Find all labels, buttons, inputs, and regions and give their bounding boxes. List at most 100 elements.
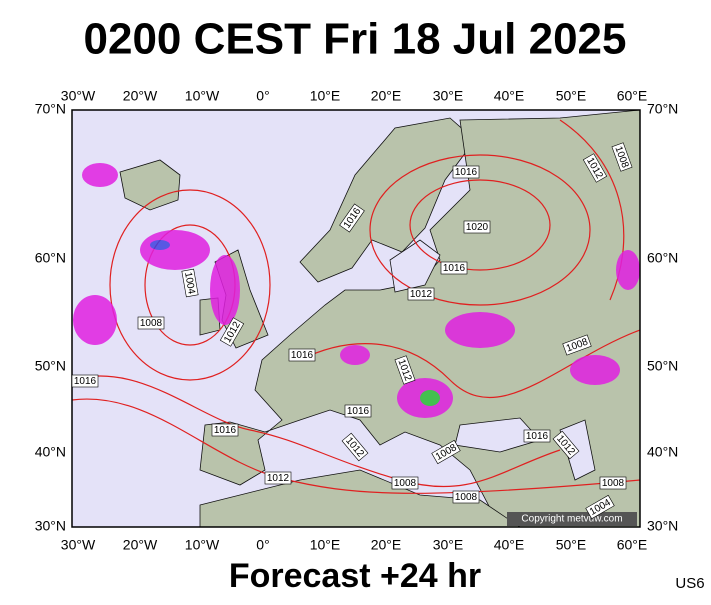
land bbox=[119, 110, 640, 527]
isobar-label-box bbox=[552, 430, 580, 460]
precipitation bbox=[73, 163, 640, 418]
lat-label: 60°N bbox=[647, 250, 678, 266]
isobar-label: 1020 bbox=[463, 220, 491, 234]
baltic-sea bbox=[389, 239, 441, 293]
lat-label: 40°N bbox=[35, 444, 66, 460]
isobar-label-box bbox=[71, 374, 99, 388]
isobar-label: 1008 bbox=[137, 316, 165, 330]
copyright: Copyright metvuw.com bbox=[521, 514, 622, 525]
lon-label: 30°W bbox=[61, 537, 96, 553]
isobar-label: 1012 bbox=[407, 287, 435, 301]
lat-label: 30°N bbox=[35, 518, 66, 534]
map-area bbox=[72, 110, 640, 527]
isobar-label-box bbox=[394, 355, 416, 385]
lon-label: 10°W bbox=[185, 88, 220, 104]
lat-label: 40°N bbox=[647, 444, 678, 460]
frame bbox=[71, 109, 641, 528]
isobar-label: 1004 bbox=[181, 268, 199, 298]
title: 0200 CEST Fri 18 Jul 2025 bbox=[84, 15, 627, 64]
isobar-label-text: 1016 bbox=[455, 167, 478, 178]
isobar-label: 1016 bbox=[211, 423, 239, 437]
isobar-label-box bbox=[585, 494, 615, 520]
isobar-label-box bbox=[562, 334, 592, 356]
isobar-label: 1008 bbox=[391, 476, 419, 490]
isobar-label-text: 1012 bbox=[267, 473, 290, 484]
lon-label: 20°E bbox=[371, 537, 402, 553]
lon-label: 30°W bbox=[61, 88, 96, 104]
isobar bbox=[369, 154, 591, 306]
continent bbox=[199, 110, 640, 527]
code-label: US6 bbox=[675, 575, 704, 592]
isobar bbox=[72, 375, 561, 488]
isobar-label-box bbox=[339, 203, 365, 233]
isobar-label-box bbox=[344, 404, 372, 418]
isobar-label-text: 1020 bbox=[466, 222, 489, 233]
isobar bbox=[109, 189, 271, 381]
isobar-label-box bbox=[452, 165, 480, 179]
isobar-label-box bbox=[523, 429, 551, 443]
lon-label: 10°E bbox=[310, 537, 341, 553]
isobar-label: 1016 bbox=[440, 261, 468, 275]
isobar-label-text: 1012 bbox=[410, 289, 433, 300]
lon-label: 10°E bbox=[310, 88, 341, 104]
rain bbox=[445, 312, 515, 348]
isobar-label-text: 1008 bbox=[455, 492, 478, 503]
lon-label: 30°E bbox=[433, 537, 464, 553]
lon-label: 60°E bbox=[617, 88, 648, 104]
isobar-label-text: 1016 bbox=[443, 263, 466, 274]
isobar-label-box bbox=[181, 268, 199, 298]
isobar-label: 1016 bbox=[71, 374, 99, 388]
lat-label: 70°N bbox=[35, 101, 66, 117]
lon-label: 20°W bbox=[123, 537, 158, 553]
africa bbox=[199, 469, 521, 527]
scandinavia bbox=[299, 117, 476, 283]
isobar-label-text: 1016 bbox=[74, 376, 97, 387]
isobar-label-box bbox=[440, 261, 468, 275]
isobar-label-text: 1008 bbox=[140, 318, 163, 329]
isobar-label-box bbox=[407, 287, 435, 301]
isobar-label-box bbox=[463, 220, 491, 234]
lat-label: 30°N bbox=[647, 518, 678, 534]
forecast-label: Forecast +24 hr bbox=[229, 557, 481, 595]
isobar-label-box bbox=[288, 348, 316, 362]
lon-label: 40°E bbox=[494, 88, 525, 104]
rain bbox=[616, 250, 640, 290]
isobar-label-box bbox=[582, 153, 608, 183]
lon-label: 60°E bbox=[617, 537, 648, 553]
rain bbox=[140, 230, 210, 270]
copyright-box bbox=[507, 512, 637, 526]
isobar-label: 1008 bbox=[452, 490, 480, 504]
isobar-label-text: 1004 bbox=[182, 271, 197, 295]
lon-label: 0° bbox=[256, 88, 269, 104]
isobar-label-text: 1008 bbox=[394, 478, 417, 489]
isobar-label-box bbox=[137, 316, 165, 330]
isobar-label-box bbox=[431, 439, 461, 465]
isobar-label-box bbox=[219, 317, 245, 347]
lon-label: 20°W bbox=[123, 88, 158, 104]
isobar-label-box bbox=[264, 471, 292, 485]
isobar-label: 1008 bbox=[599, 476, 627, 490]
inland-seas bbox=[389, 239, 596, 481]
isobar-label-box bbox=[599, 476, 627, 490]
heavy-rain bbox=[420, 390, 440, 406]
rain bbox=[82, 163, 118, 187]
isobar-label-box bbox=[391, 476, 419, 490]
lat-label: 50°N bbox=[647, 358, 678, 374]
isobar-label: 1016 bbox=[344, 404, 372, 418]
isobar-label-box bbox=[211, 423, 239, 437]
isobar-label-box bbox=[341, 432, 369, 462]
rain bbox=[73, 295, 117, 345]
lon-label: 30°E bbox=[433, 88, 464, 104]
rain bbox=[340, 345, 370, 365]
iceland bbox=[119, 159, 181, 211]
isobar-label-box bbox=[452, 490, 480, 504]
isobar-label: 1016 bbox=[288, 348, 316, 362]
isobar-label-text: 1016 bbox=[214, 425, 237, 436]
lon-label: 40°E bbox=[494, 537, 525, 553]
isobar-label: 1016 bbox=[452, 165, 480, 179]
lon-label: 0° bbox=[256, 537, 269, 553]
isobar-label-text: 1016 bbox=[291, 350, 314, 361]
isobar-label-box bbox=[611, 142, 633, 172]
